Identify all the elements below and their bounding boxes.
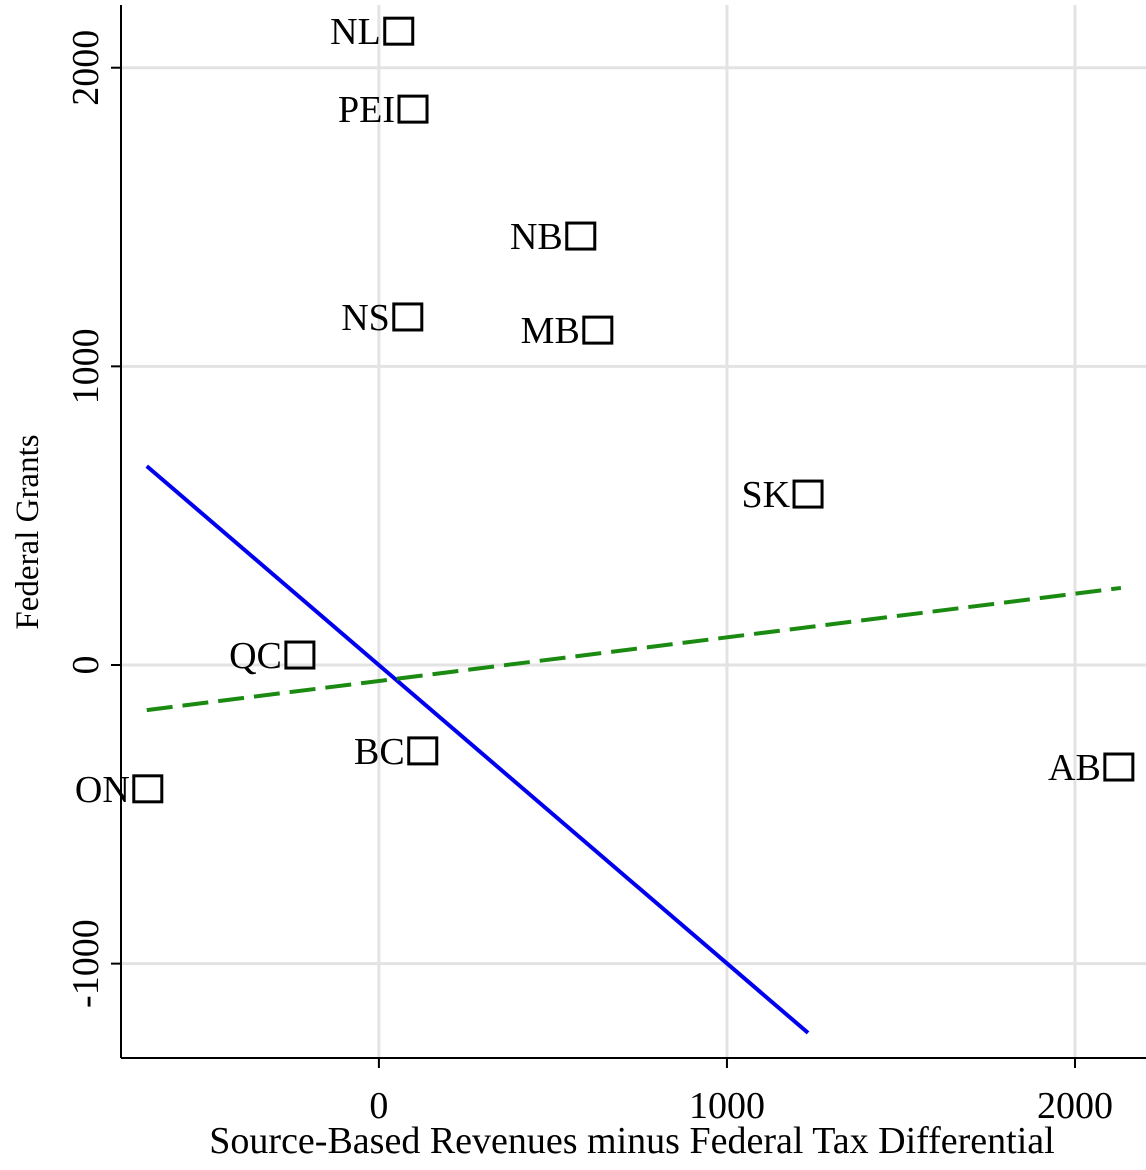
point: [284, 640, 316, 670]
fit-line: [145, 464, 810, 1035]
point: [565, 221, 597, 251]
point-label: NS: [341, 297, 390, 339]
point-label: SK: [741, 474, 790, 516]
y-tick-label: 2000: [65, 30, 107, 106]
fit-line: [146, 585, 1122, 713]
x-tick-label: 0: [369, 1085, 388, 1127]
point-label: BC: [354, 731, 405, 773]
point: [407, 736, 439, 766]
point-label: AB: [1048, 747, 1101, 789]
y-tick-label: 1000: [65, 328, 107, 404]
x-tick-label: 2000: [1037, 1085, 1113, 1127]
y-axis-title: Federal Grants: [10, 434, 46, 629]
point-label: QC: [229, 635, 282, 677]
point: [1103, 752, 1135, 782]
point: [383, 16, 415, 46]
point-label: NB: [510, 216, 563, 258]
point-label: MB: [521, 310, 580, 352]
point-label: PEI: [338, 89, 395, 131]
point-label: ON: [75, 769, 130, 811]
x-axis-title: Source-Based Revenues minus Federal Tax …: [209, 1120, 1054, 1162]
point: [392, 302, 424, 332]
y-tick-label: -1000: [65, 919, 107, 1008]
point: [792, 479, 824, 509]
point: [397, 94, 429, 124]
y-tick-label: 0: [65, 655, 107, 674]
point: [132, 774, 164, 804]
x-tick-label: 1000: [689, 1085, 765, 1127]
point: [582, 315, 614, 345]
point-label: NL: [330, 11, 381, 53]
